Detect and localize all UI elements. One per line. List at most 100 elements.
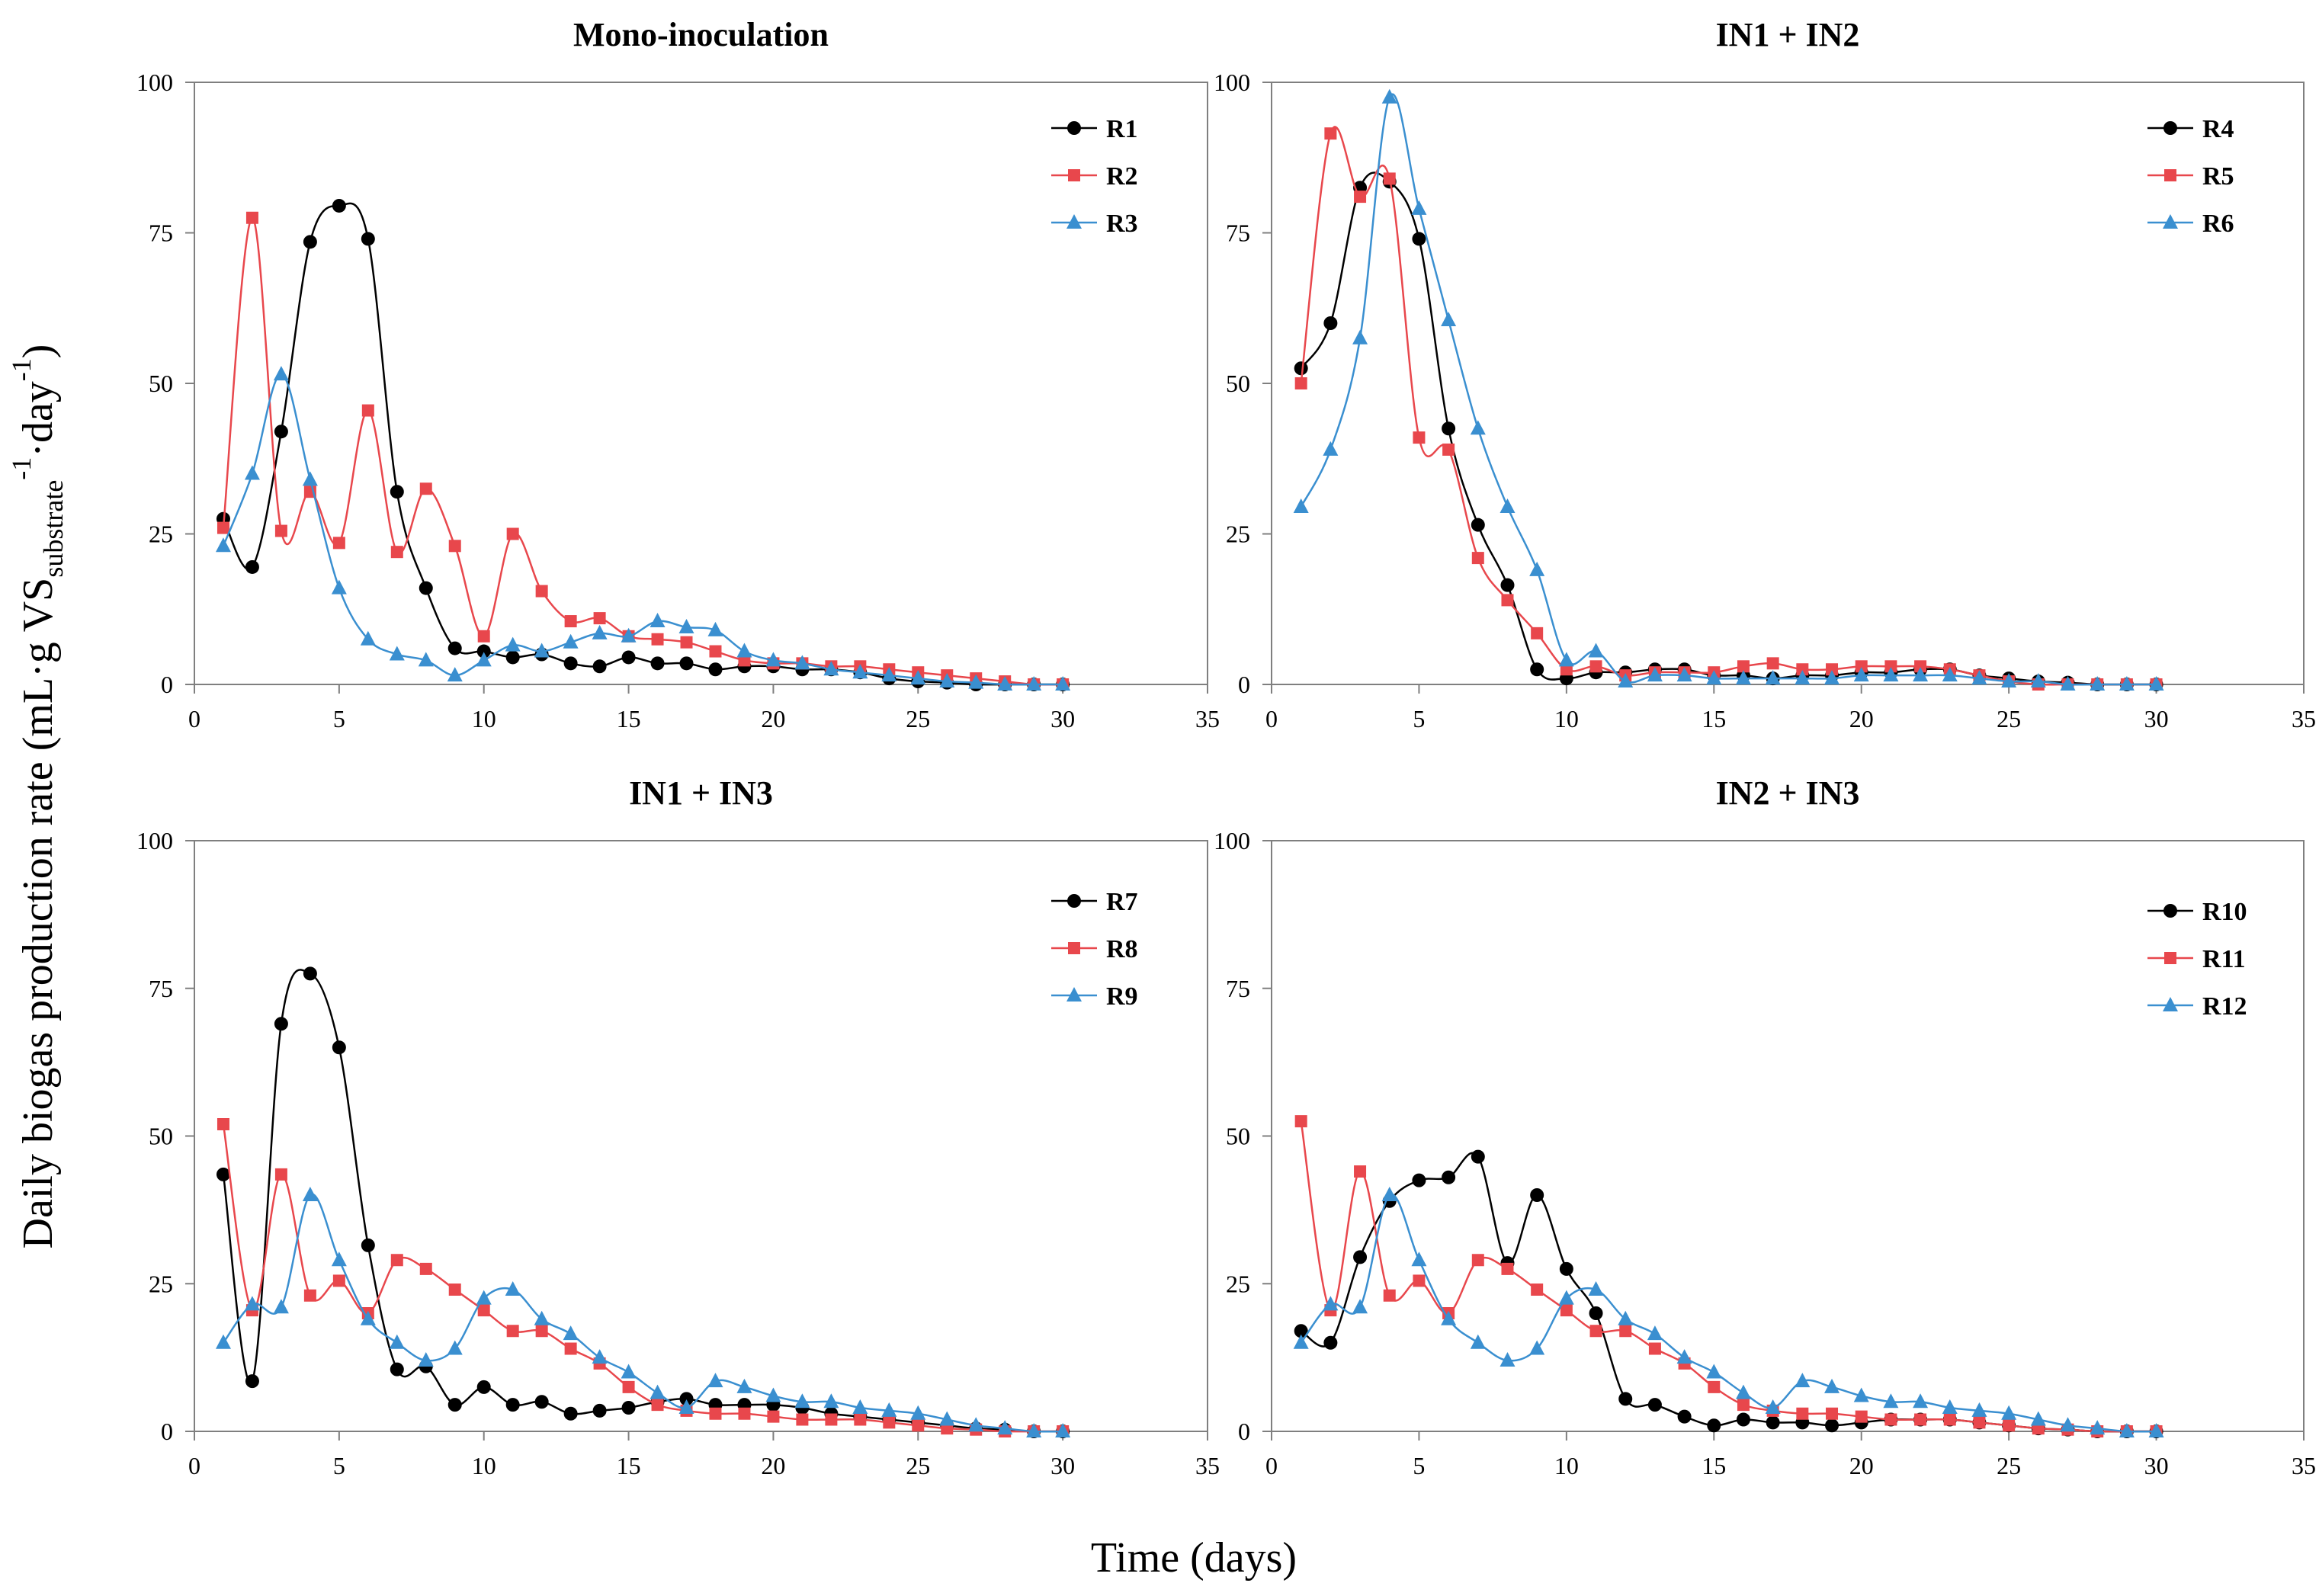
x-axis-title: Time (days) [1091,1534,1297,1582]
panel-4-xtick-label: 35 [2292,1452,2316,1479]
series-R5 [1294,126,2163,691]
series-R7-point [447,1398,462,1412]
series-R9 [215,1187,1071,1437]
legend-R10-marker [2163,904,2177,918]
series-R6-point [1618,673,1634,688]
series-R6-point [2001,673,2017,688]
series-R6-point [1824,670,1840,685]
series-R11-point [1531,1284,1544,1296]
panel-1-xtick-label: 5 [333,705,345,732]
series-R9-point [273,1299,289,1314]
panel-1-xtick-label: 20 [761,705,785,732]
series-R5-point [1826,663,1839,676]
y-axis-title-sub: substrate [38,480,69,578]
series-R9-point [794,1393,810,1409]
panel-1-xtick-label: 30 [1050,705,1075,732]
series-R12-point [1529,1340,1545,1355]
legend-R11-marker [2164,952,2176,964]
series-R3-point [765,652,781,667]
legend-R9-label: R9 [1106,982,1138,1011]
series-R7-point [216,1167,230,1181]
series-R8-point [332,1274,345,1287]
panel-2-xtick-label: 35 [2292,705,2316,732]
series-R5-point [1354,191,1367,204]
panel-3-ytick-label: 0 [161,1418,173,1445]
series-R12-point [1765,1399,1781,1414]
series-R6-point [1441,312,1457,327]
series-R3-point [244,465,260,480]
series-R7-point [592,1403,607,1418]
series-R7-point [361,1238,375,1252]
series-R5-point [1442,443,1455,456]
legend-R12-marker [2163,997,2178,1011]
series-R12-point [1499,1352,1516,1367]
series-R5-point [1413,431,1426,444]
panel-3-xtick-label: 5 [333,1452,345,1479]
panel-2-xtick-label: 5 [1413,705,1425,732]
series-R3-point [331,579,347,594]
series-R12-point [1824,1378,1840,1393]
series-R11-point [1884,1413,1897,1426]
series-R9-point [881,1402,897,1417]
series-R8-point [448,1284,461,1296]
panel-1-ytick-label: 100 [136,69,173,96]
series-R9-point [447,1340,463,1355]
y-axis-title-main: Daily biogas production rate (mL·g VS [14,578,62,1249]
panel-1-ytick-label: 25 [149,521,173,548]
series-R12-point [1853,1387,1869,1402]
series-R8-point [535,1325,548,1338]
legend-entry-R3: R3 [1051,210,1138,238]
y-axis-title-sup1: -1 [6,457,37,480]
series-R1-point [708,662,723,677]
series-R4-point [1294,361,1308,376]
series-R8-line [222,1123,1063,1433]
panel-4-xtick-label: 5 [1413,1452,1425,1479]
panel-3: IN1 + IN3 0 25 50 75 100 0 5 10 15 20 25 30 35 R7 R8 R9 [136,774,1220,1479]
series-R2-line [222,216,1063,686]
series-R6-point [1647,667,1663,682]
series-R7 [216,966,1070,1438]
panel-3-frame [194,840,1208,1432]
series-R12-point [1411,1251,1427,1267]
series-R9-point [389,1334,405,1349]
series-R8-point [274,1168,287,1181]
series-R6 [1293,88,2164,691]
series-R8-point [825,1413,838,1426]
legend-entry-R8: R8 [1051,935,1138,963]
series-R9-point [505,1281,521,1296]
series-R3-point [621,627,637,643]
series-R3-point [505,636,521,652]
series-R6-point [1913,667,1929,682]
series-R1-point [274,425,288,439]
panel-3-xtick-label: 10 [472,1452,496,1479]
series-R5-point [1324,127,1337,140]
series-R10-point [1412,1173,1426,1187]
panel-4-xtick-label: 20 [1849,1452,1874,1479]
series-R10 [1294,1149,2163,1438]
panel-2-xtick-label: 15 [1702,705,1726,732]
series-R9-point [476,1290,492,1305]
series-R3-point [678,618,694,633]
series-R9-point [244,1296,260,1311]
series-R6-point [2090,676,2106,691]
series-R9-point [736,1378,752,1393]
legend-R4-label: R4 [2202,115,2234,143]
panel-2-xtick-label: 0 [1265,705,1278,732]
series-R9-point [997,1420,1013,1435]
legend-R12-label: R12 [2202,992,2247,1021]
legend-R11-label: R11 [2202,945,2246,973]
series-R2-point [390,546,403,559]
panel-1-ytick-label: 75 [149,220,173,247]
series-R3-point [1055,676,1071,691]
series-R6-line [1300,93,2157,686]
legend-entry-R11: R11 [2147,945,2246,973]
series-R6-point [1853,667,1869,682]
series-R12-point [1441,1310,1457,1325]
series-R5-point [1737,660,1750,673]
series-R11-point [1855,1410,1868,1423]
series-R10-point [1707,1418,1721,1433]
series-R3-point [563,633,579,649]
series-R12-point [2148,1423,2164,1437]
series-R10-point [1530,1188,1544,1202]
